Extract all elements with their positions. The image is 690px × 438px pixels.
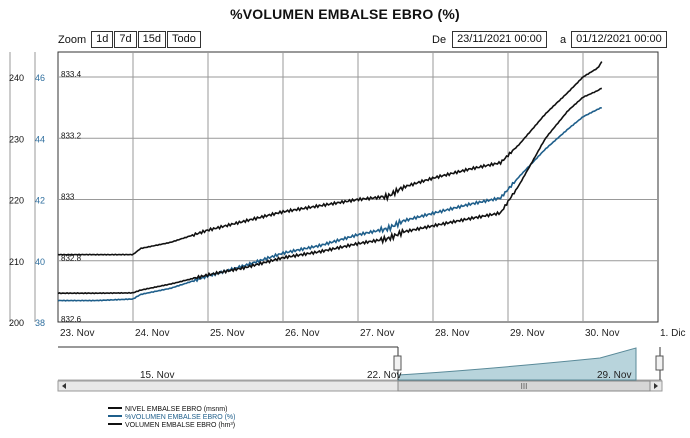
range-to-input[interactable]: 01/12/2021 00:00	[571, 31, 667, 48]
plot-area	[9, 52, 36, 322]
legend-item: VOLUMEN EMBALSE EBRO (hm³)	[125, 422, 235, 429]
y-axis-tick-label: 42	[35, 196, 45, 206]
range-from-label: De	[432, 33, 447, 46]
range-from-input[interactable]: 23/11/2021 00:00	[452, 31, 547, 48]
y-axis-tick-label: 240	[9, 73, 24, 83]
x-tick-label: 1. Dic	[660, 328, 686, 339]
navigator-label: 29. Nov	[597, 370, 631, 381]
y-axis-tick-label: 44	[35, 134, 45, 144]
navigator-handle-left[interactable]	[393, 355, 402, 371]
x-tick-label: 30. Nov	[585, 328, 619, 339]
y-axis-tick-label: 220	[9, 196, 24, 206]
y-axis-tick-label: 833	[61, 193, 75, 202]
y-axis-tick-label: 832.6	[61, 315, 82, 324]
x-tick-label: 26. Nov	[285, 328, 319, 339]
x-tick-label: 27. Nov	[360, 328, 394, 339]
zoom-label: Zoom	[58, 33, 87, 46]
zoom-controls: Zoom 1d 7d 15d Todo	[58, 31, 201, 48]
y-axis-tick-label: 833.4	[61, 70, 82, 79]
scrollbar-grip-icon: III	[521, 382, 528, 391]
x-tick-label: 29. Nov	[510, 328, 544, 339]
series-line	[57, 87, 603, 295]
x-tick-label: 28. Nov	[435, 328, 469, 339]
y-axis-tick-label: 46	[35, 73, 45, 83]
zoom-all-button[interactable]: Todo	[166, 31, 201, 48]
y-axis-tick-label: 200	[9, 318, 24, 328]
series-line	[57, 107, 602, 302]
navigator-label: 22. Nov	[367, 370, 401, 381]
y-axis-tick-label: 833.2	[61, 131, 82, 140]
navigator-label: 15. Nov	[140, 370, 174, 381]
scroll-left-icon[interactable]	[62, 383, 66, 389]
legend: NIVEL EMBALSE EBRO (msnm)%VOLUMEN EMBALS…	[108, 406, 235, 429]
x-tick-label: 25. Nov	[210, 328, 244, 339]
chart-title: %VOLUMEN EMBALSE EBRO (%)	[230, 6, 460, 22]
scrollbar-thumb[interactable]	[397, 380, 651, 392]
y-axis-tick-label: 40	[35, 257, 45, 267]
zoom-15d-button[interactable]: 15d	[137, 31, 166, 48]
scroll-right-icon[interactable]	[654, 383, 658, 389]
range-to: a 01/12/2021 00:00	[560, 31, 667, 48]
series-line	[57, 61, 603, 256]
navigator[interactable]: 15. Nov 22. Nov 29. Nov III	[57, 346, 664, 392]
zoom-7d-button[interactable]: 7d	[114, 31, 137, 48]
legend-item: %VOLUMEN EMBALSE EBRO (%)	[125, 414, 235, 421]
y-axis-tick-label: 38	[35, 318, 45, 328]
range-to-label: a	[560, 33, 567, 46]
y-axis-tick-label: 230	[9, 134, 24, 144]
navigator-area	[397, 347, 637, 381]
range-from: De 23/11/2021 00:00	[432, 31, 547, 48]
y-axis-tick-label: 832.8	[61, 254, 82, 263]
y-axis-tick-label: 210	[9, 257, 24, 267]
navigator-handle-right[interactable]	[655, 355, 664, 371]
zoom-1d-button[interactable]: 1d	[91, 31, 114, 48]
legend-item: NIVEL EMBALSE EBRO (msnm)	[125, 406, 227, 413]
x-tick-label: 24. Nov	[135, 328, 169, 339]
scrollbar-track[interactable]	[57, 380, 663, 392]
x-tick-label: 23. Nov	[60, 328, 94, 339]
